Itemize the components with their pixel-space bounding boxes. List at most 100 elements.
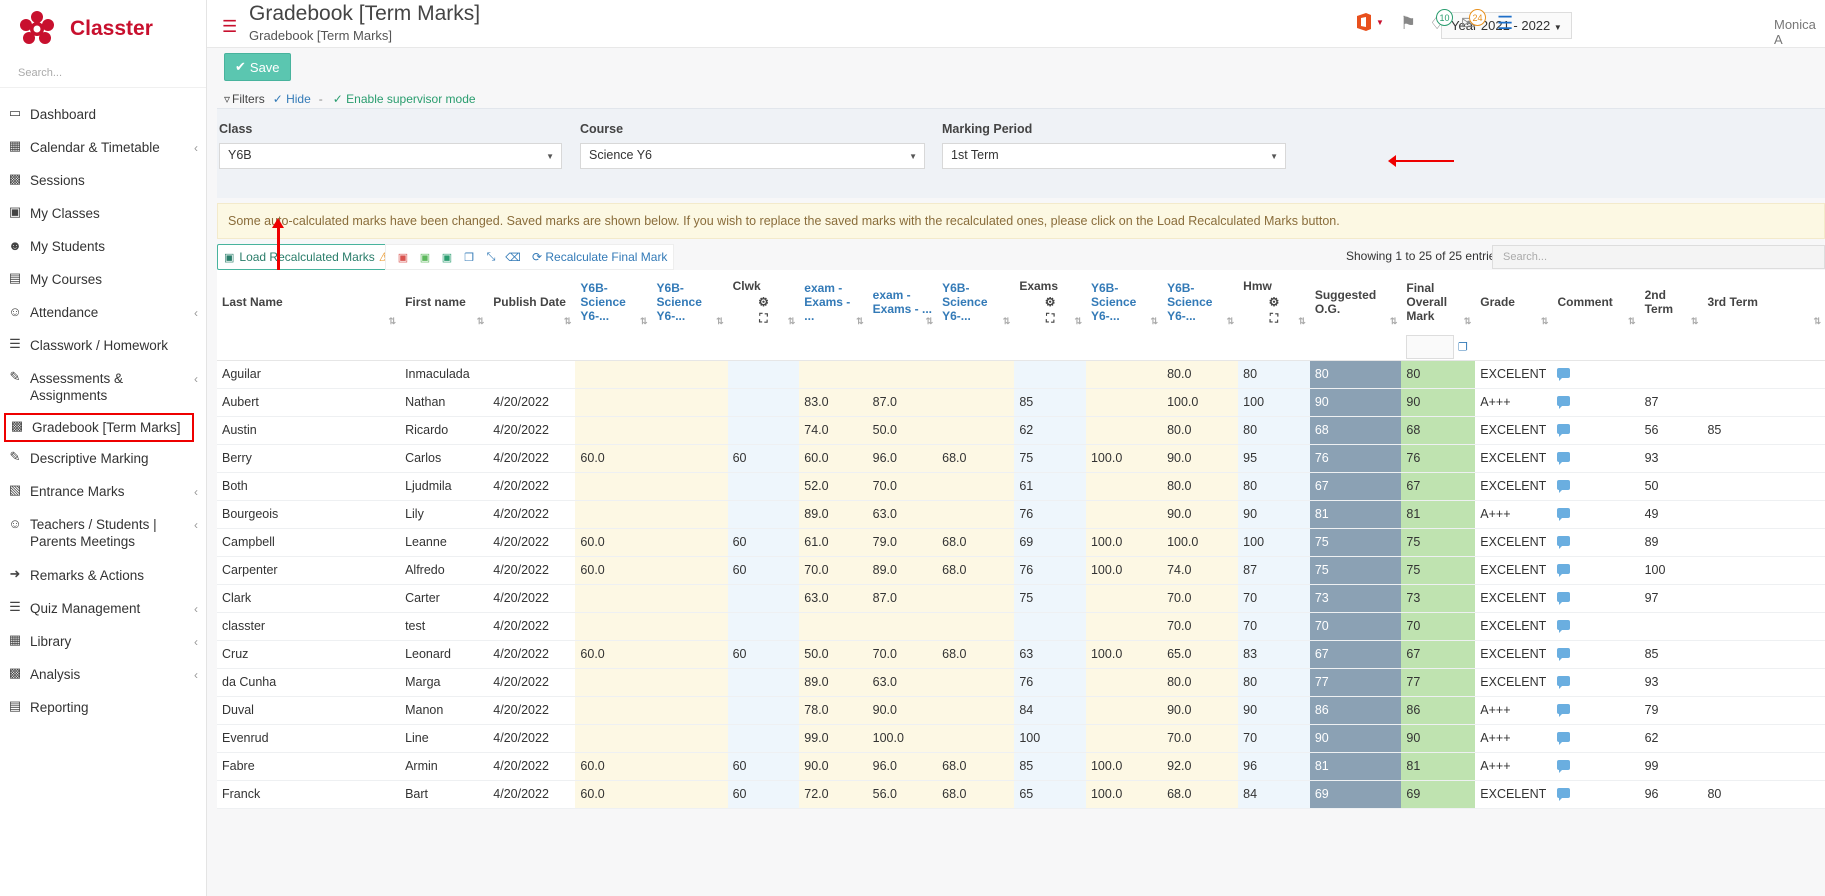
table-row[interactable]: Aubert Nathan 4/20/2022 83.0 87.0 85 100.0 100 9… [217,388,1825,417]
table-cell[interactable]: 60 [727,444,800,473]
table-cell[interactable] [1085,472,1163,501]
column-header[interactable]: Publish Date ⇅ [488,270,576,334]
table-cell[interactable]: 63.0 [867,500,938,529]
table-cell[interactable] [575,360,652,389]
table-row[interactable]: Bourgeois Lily 4/20/2022 89.0 63.0 76 90.0 90 81… [217,500,1825,529]
table-cell[interactable]: 60.0 [575,528,652,557]
table-cell[interactable] [727,724,800,753]
save-button[interactable]: ✔ Save [224,53,291,81]
pdf-icon[interactable]: ▣ [397,251,409,264]
table-cell[interactable] [727,668,800,697]
table-cell[interactable] [937,360,1015,389]
table-cell[interactable] [937,724,1015,753]
table-cell[interactable] [937,388,1015,417]
table-cell[interactable]: 70.0 [1162,724,1239,753]
table-cell[interactable]: 74.0 [799,416,868,445]
user-name[interactable]: Monica A [1774,17,1816,47]
table-cell[interactable]: 76 [1309,444,1402,473]
table-cell[interactable]: 100.0 [1085,640,1163,669]
table-cell[interactable]: 69 [1014,528,1086,557]
table-cell[interactable]: 90 [1309,388,1402,417]
sidebar-item-calendar-timetable[interactable]: ▦ Calendar & Timetable ‹ [0,131,206,164]
column-header[interactable]: exam - Exams - ... ⇅ [867,270,938,334]
table-cell[interactable]: 61.0 [799,528,868,557]
table-cell[interactable]: 100 [1238,528,1310,557]
logo[interactable]: Classter [0,0,206,58]
sidebar-item-classwork-homework[interactable]: ☰ Classwork / Homework [0,329,206,362]
column-header[interactable]: Y6B-Science Y6-... ⇅ [1085,270,1163,334]
excel-icon[interactable]: ▣ [441,251,453,264]
comment-icon[interactable] [1557,536,1571,549]
table-cell[interactable] [575,696,652,725]
table-cell[interactable]: 67 [1309,472,1402,501]
table-cell[interactable]: 75 [1309,528,1402,557]
table-cell[interactable]: 56.0 [867,780,938,809]
column-header[interactable]: Clwk ⚙ ⛶ ⇅ [727,270,800,334]
compress-icon[interactable]: ⤡ [486,250,496,263]
table-cell[interactable]: 75 [1309,556,1402,585]
table-cell[interactable]: 65.0 [1162,640,1239,669]
table-cell[interactable]: 80 [1238,360,1310,389]
table-cell[interactable]: 76 [1014,668,1086,697]
table-cell[interactable]: 79.0 [867,528,938,557]
expand-icon[interactable]: ⛶ [1269,311,1279,325]
column-header[interactable]: Suggested O.G. ⇅ [1309,270,1402,334]
table-cell[interactable]: 90.0 [867,696,938,725]
expand-icon[interactable]: ⛶ [1045,311,1055,325]
table-cell[interactable] [727,360,800,389]
table-cell[interactable]: 80 [1238,472,1310,501]
comment-icon[interactable] [1557,396,1571,409]
table-cell[interactable]: 77 [1401,668,1476,697]
gear-icon[interactable]: ⚙ [758,295,769,309]
sidebar-item-descriptive-marking[interactable]: ✎ Descriptive Marking [0,442,206,475]
table-cell[interactable] [651,556,728,585]
sidebar-item-my-students[interactable]: ☻ My Students [0,230,206,263]
table-cell[interactable]: 100 [1014,724,1086,753]
table-cell[interactable]: 80 [1238,668,1310,697]
table-cell[interactable]: 92.0 [1162,752,1239,781]
table-cell[interactable] [575,472,652,501]
column-header[interactable]: exam - Exams - ... ⇅ [799,270,868,334]
table-row[interactable]: Clark Carter 4/20/2022 63.0 87.0 75 70.0 70 73 73… [217,584,1825,613]
table-cell[interactable]: 90.0 [1162,500,1239,529]
sidebar-item-gradebook-term-marks[interactable]: ▩ Gradebook [Term Marks] [4,413,194,442]
table-cell[interactable]: 75 [1014,444,1086,473]
table-cell[interactable] [799,612,868,641]
office-icon[interactable] [1355,12,1373,32]
table-cell[interactable] [651,444,728,473]
table-cell[interactable]: 83 [1238,640,1310,669]
table-cell[interactable]: 70 [1238,584,1310,613]
table-cell[interactable] [651,472,728,501]
table-cell[interactable] [651,584,728,613]
table-cell[interactable] [1085,668,1163,697]
table-cell[interactable]: 70 [1401,612,1476,641]
table-cell[interactable] [867,360,938,389]
table-cell[interactable] [575,612,652,641]
table-cell[interactable]: 81 [1309,500,1402,529]
table-row[interactable]: classter test 4/20/2022 70.0 70 70 70 EXCELENT [217,612,1825,641]
table-cell[interactable]: 85 [1014,752,1086,781]
table-cell[interactable]: 80.0 [1162,416,1239,445]
table-cell[interactable] [651,696,728,725]
table-cell[interactable]: 60 [727,556,800,585]
table-cell[interactable]: 73 [1401,584,1476,613]
table-cell[interactable] [867,612,938,641]
table-cell[interactable] [727,472,800,501]
table-cell[interactable] [651,500,728,529]
table-cell[interactable]: 77 [1309,668,1402,697]
table-cell[interactable]: 60.0 [575,780,652,809]
table-cell[interactable]: 90 [1401,388,1476,417]
table-cell[interactable]: 68.0 [937,444,1015,473]
table-cell[interactable]: 86 [1309,696,1402,725]
table-cell[interactable]: 80 [1401,360,1476,389]
table-cell[interactable]: 81 [1309,752,1402,781]
expand-icon[interactable]: ⛶ [759,311,768,325]
table-cell[interactable]: 96.0 [867,444,938,473]
comment-icon[interactable] [1557,648,1571,661]
table-cell[interactable] [1085,612,1163,641]
supervisor-mode-link[interactable]: ✓ Enable supervisor mode [332,92,476,106]
table-cell[interactable] [937,696,1015,725]
table-cell[interactable]: 68.0 [1162,780,1239,809]
table-cell[interactable] [727,584,800,613]
sidebar-item-library[interactable]: ▦ Library ‹ [0,625,206,658]
